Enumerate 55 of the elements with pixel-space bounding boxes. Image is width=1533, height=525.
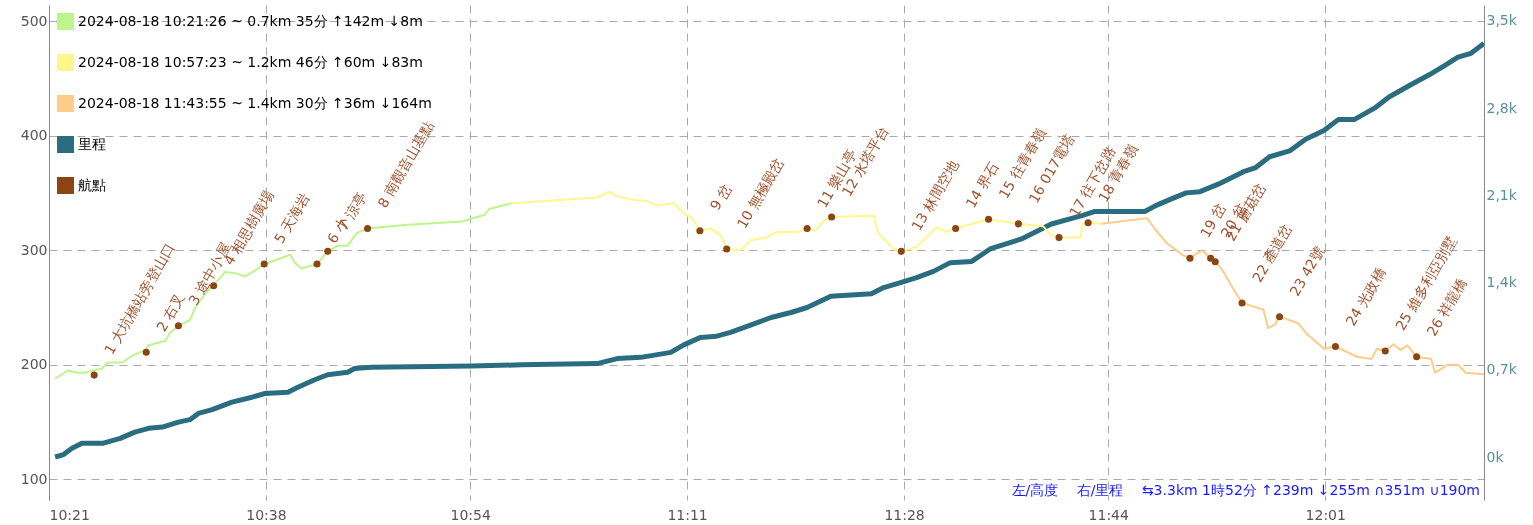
- point: [260, 260, 268, 268]
- point: [90, 371, 98, 379]
- x-tick-label: 10:21: [49, 506, 90, 523]
- y2-tick-label: 0k: [1486, 448, 1505, 465]
- point: [174, 322, 182, 330]
- y-tick-label: 100: [20, 470, 48, 487]
- point: [1381, 347, 1389, 355]
- point: [1207, 254, 1215, 262]
- y2-tick-label: 2,8k: [1486, 99, 1518, 116]
- annotation: 13 林間空地: [908, 157, 962, 234]
- point: [1331, 342, 1339, 350]
- x-tick-label: 11:44: [1088, 506, 1130, 523]
- point: [897, 247, 905, 255]
- legend-label: 2024-08-18 10:57:23 ~ 1.2km 46分 ↑60m ↓83m: [78, 53, 423, 70]
- annotation: 2 右叉: [153, 290, 188, 335]
- legend-label: 2024-08-18 10:21:26 ~ 0.7km 35分 ↑142m ↓8m: [78, 12, 423, 29]
- annotation: 左/高度 右/里程 ⇆3.3km 1時52分 ↑239m ↓255m ∩351m ∪190m: [1011, 482, 1480, 498]
- y2-tick-label: 1,4k: [1486, 274, 1518, 291]
- legend-label: 航點: [78, 176, 106, 193]
- y2-tick-label: 3,5k: [1486, 12, 1518, 29]
- point: [985, 215, 993, 223]
- point: [1238, 299, 1246, 307]
- x-tick-label: 11:28: [884, 506, 925, 523]
- legend-label: 里程: [78, 135, 106, 152]
- point: [142, 348, 150, 356]
- annotation: 10 無極殿岔: [733, 155, 787, 232]
- point: [1276, 313, 1284, 321]
- point: [1186, 254, 1194, 262]
- annotation: 24 光政橋: [1342, 264, 1389, 329]
- point: [1084, 219, 1092, 227]
- y-tick-label: 200: [20, 356, 48, 373]
- y2-tick-label: 2,1k: [1486, 186, 1518, 203]
- point: [696, 227, 704, 235]
- point: [1211, 258, 1219, 266]
- point: [1413, 353, 1421, 361]
- point: [364, 224, 372, 232]
- y-tick-label: 300: [20, 241, 48, 258]
- annotation: 9 岔: [706, 181, 735, 213]
- point: [1055, 234, 1063, 242]
- point: [313, 260, 321, 268]
- x-tick-label: 10:54: [450, 506, 491, 523]
- legend-label: 2024-08-18 11:43:55 ~ 1.4km 30分 ↑36m ↓164m: [78, 94, 432, 111]
- annotation: 8 南觀音山基點: [374, 118, 438, 211]
- point: [324, 247, 332, 255]
- x-tick-label: 12:01: [1305, 506, 1346, 523]
- point: [828, 213, 836, 221]
- point: [803, 224, 811, 232]
- point: [1014, 220, 1022, 228]
- y-tick-label: 500: [20, 12, 48, 29]
- point: [723, 245, 731, 253]
- y-tick-label: 400: [20, 127, 48, 144]
- point: [952, 224, 960, 232]
- x-tick-label: 10:38: [246, 506, 287, 523]
- y2-tick-label: 0,7k: [1486, 361, 1518, 378]
- x-tick-label: 11:11: [667, 506, 708, 523]
